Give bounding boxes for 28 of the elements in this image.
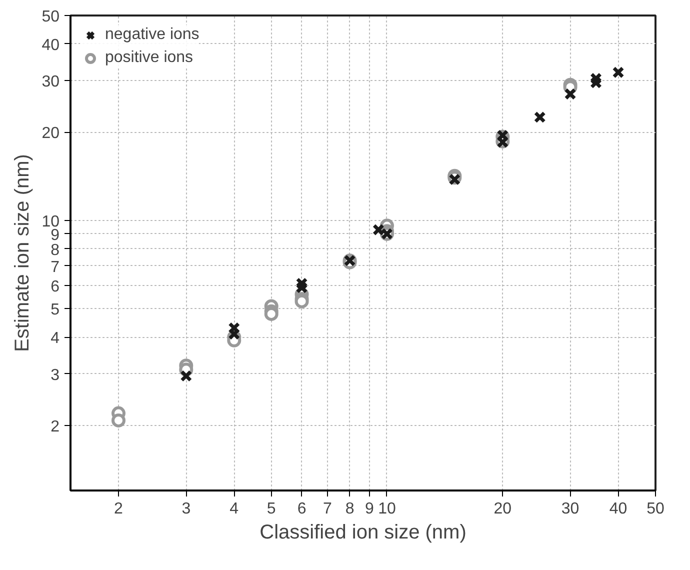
x-tick-label: 2: [114, 500, 124, 518]
y-tick-label: 30: [42, 74, 60, 91]
legend-label: negative ions: [105, 26, 200, 44]
y-tick-label: 40: [42, 36, 60, 54]
y-tick-label: 8: [50, 242, 60, 259]
legend-label: positive ions: [105, 49, 194, 67]
y-tick-label: 7: [50, 258, 60, 276]
x-tick-label: 50: [646, 500, 664, 518]
y-tick-label: 3: [50, 366, 60, 384]
x-tick-label: 6: [297, 500, 306, 518]
y-axis-title: Estimate ion size (nm): [12, 154, 34, 352]
x-tick-label: 5: [266, 500, 276, 518]
x-tick-label: 9: [364, 500, 374, 518]
y-tick-label: 2: [50, 418, 60, 436]
y-tick-label: 6: [50, 278, 60, 296]
y-tick-label: 4: [50, 330, 60, 348]
x-axis-title: Classified ion size (nm): [260, 522, 466, 544]
x-tick-label: 10: [378, 500, 396, 518]
x-tick-label: 20: [494, 500, 512, 518]
y-tick-label: 50: [42, 8, 60, 26]
x-tick-label: 4: [230, 500, 239, 518]
x-tick-label: 40: [609, 500, 628, 518]
x-tick-label: 7: [323, 500, 332, 518]
x-tick-label: 8: [345, 500, 354, 518]
x-tick-label: 3: [182, 500, 191, 518]
y-tick-label: 5: [50, 302, 60, 319]
x-tick-label: 30: [561, 500, 580, 518]
y-tick-label: 20: [42, 125, 60, 142]
